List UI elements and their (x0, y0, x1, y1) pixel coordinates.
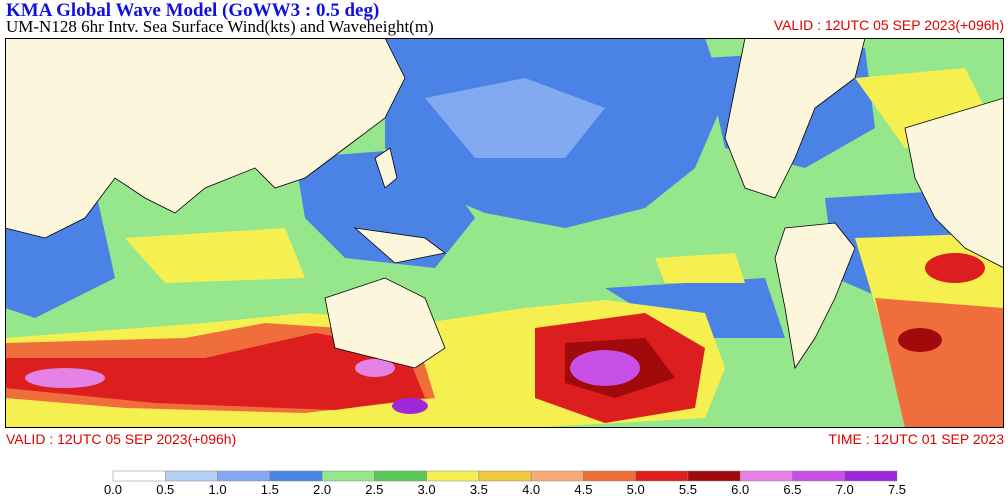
colorbar-swatch (217, 470, 271, 482)
wave-region (295, 148, 475, 268)
colorbar-label: 4.0 (522, 482, 540, 496)
colorbar-label: 3.5 (470, 482, 488, 496)
wave-region (605, 278, 785, 338)
title: KMA Global Wave Model (GoWW3 : 0.5 deg) (6, 0, 380, 21)
colorbar-swatch (583, 470, 636, 482)
colorbar-swatch (374, 470, 427, 482)
colorbar-swatch (269, 470, 323, 482)
colorbar-swatch (165, 470, 218, 482)
land (324, 277, 446, 369)
colorbar-swatch (112, 470, 166, 482)
colorbar-swatch (687, 470, 741, 482)
land (774, 222, 856, 370)
colorbar-label: 0.0 (104, 482, 122, 496)
wave-region (925, 253, 985, 283)
valid-time: VALID : 12UTC 05 SEP 2023(+096h) (6, 431, 237, 447)
wave-region (425, 78, 605, 158)
colorbar-swatch (426, 470, 480, 482)
colorbar-label: 1.0 (208, 482, 226, 496)
colorbar-label: 3.0 (418, 482, 436, 496)
wave-region (355, 359, 395, 377)
land (374, 147, 398, 189)
colorbar-swatch (530, 470, 584, 482)
colorbar-label: 2.0 (313, 482, 331, 496)
wave-region (570, 350, 640, 386)
colorbar-swatch (792, 470, 845, 482)
land (724, 38, 866, 199)
colorbar-label: 2.5 (365, 482, 383, 496)
colorbar-swatch (635, 470, 689, 482)
colorbar: 0.0 0.5 1.0 1.5 2.0 2.5 3.0 3.5 4.0 4.5 5.0 5.5 6.0 6… (104, 470, 906, 496)
colorbar-label: 7.0 (836, 482, 854, 496)
wave-region (125, 228, 305, 283)
colorbar-swatch (478, 470, 532, 482)
land (904, 97, 1004, 269)
colorbar-label: 5.0 (627, 482, 645, 496)
land (353, 227, 446, 264)
land (5, 38, 406, 239)
wave-region (392, 398, 428, 414)
colorbar-label: 0.5 (156, 482, 174, 496)
wave-map (5, 38, 1004, 428)
wave-region (25, 368, 105, 388)
wave-region (898, 328, 942, 352)
colorbar-label: 6.0 (731, 482, 749, 496)
colorbar-label: 5.5 (679, 482, 697, 496)
map-frame (5, 38, 1004, 428)
colorbar-label: 4.5 (574, 482, 592, 496)
colorbar-swatch (321, 470, 375, 482)
colorbar-label: 6.5 (783, 482, 801, 496)
wave-region (655, 253, 745, 283)
colorbar-label: 1.5 (261, 482, 279, 496)
colorbar-swatch (739, 470, 793, 482)
subtitle: UM-N128 6hr Intv. Sea Surface Wind(kts) … (6, 17, 434, 36)
init-time: TIME : 12UTC 01 SEP 2023 (828, 431, 1004, 447)
colorbar-swatch (844, 470, 898, 482)
valid-time: VALID : 12UTC 05 SEP 2023(+096h) (773, 17, 1004, 33)
colorbar-label: 7.5 (888, 482, 906, 496)
wave-region (5, 333, 425, 410)
